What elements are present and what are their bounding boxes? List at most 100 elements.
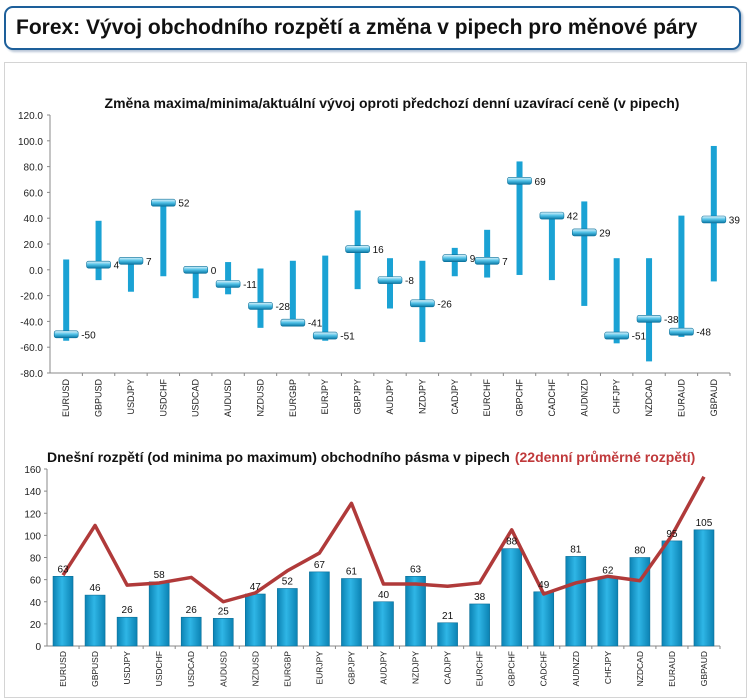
current-marker [151,198,176,207]
current-marker [604,331,629,340]
spread-value-label: 40 [378,590,390,601]
spread-value-label: 95 [666,529,678,540]
x-tick-label: NZDUSD [255,379,265,417]
spread-value-label: 52 [282,576,294,587]
current-value-label: -51 [632,332,647,343]
spread-bar [597,577,619,647]
current-marker [410,299,435,308]
spread-bar [341,578,362,647]
spread-chart-title-highlight: (22denní průměrné rozpětí) [515,449,695,465]
current-marker [118,256,144,265]
spread-value-label: 81 [570,544,582,555]
x-tick-label: NZDJPY [417,379,427,414]
range-bar [63,259,70,341]
x-tick-label: AUDJPY [379,651,389,685]
spread-value-label: 88 [506,537,518,548]
range-bar [646,258,653,362]
spread-value-label: 62 [602,565,614,576]
x-tick-label: GBPUSD [94,379,104,418]
y-tick-label: 0 [35,642,41,653]
spread-bar [469,603,490,647]
current-value-label: 7 [146,257,152,268]
y-tick-label: -60.0 [20,343,43,354]
spread-value-label: 58 [154,570,166,581]
x-tick-label: EURCHF [482,378,492,416]
x-tick-label: USDJPY [122,651,132,685]
current-marker [183,265,209,274]
current-marker [701,215,727,224]
spread-value-label: 21 [442,611,454,622]
y-tick-label: 0.0 [29,266,43,277]
current-value-label: 29 [599,228,611,239]
x-tick-label: CADJPY [443,651,453,685]
spread-value-label: 26 [186,605,198,616]
spread-bar [84,594,106,647]
y-tick-label: 160 [24,465,41,476]
x-tick-label: GBPJPY [346,651,356,685]
current-marker [539,211,565,220]
page-header: Forex: Vývoj obchodního rozpětí a změna … [4,6,741,50]
x-tick-label: GBPUSD [90,651,100,687]
y-tick-label: 80 [30,554,42,565]
y-tick-label: -80.0 [20,369,43,380]
charts-panel [4,62,747,698]
spread-bar [245,593,266,647]
x-tick-label: USDCHF [158,378,168,416]
y-tick-label: 20.0 [24,240,44,251]
range-bar [160,201,167,277]
y-tick-label: 100 [24,531,41,542]
x-tick-label: GBPCHF [515,379,525,417]
spread-bar [373,601,394,647]
range-bar [451,247,458,277]
y-tick-label: 100.0 [18,137,43,148]
x-tick-label: AUDUSD [223,379,233,418]
spread-chart-title: Dnešní rozpětí (od minima po maximum) ob… [47,449,695,465]
x-tick-label: NZDCAD [635,651,645,686]
x-tick-label: CADCHF [547,378,557,416]
x-tick-label: CHFJPY [612,379,622,414]
y-tick-label: -40.0 [20,317,43,328]
range-bar [192,267,199,299]
current-marker [215,280,241,288]
current-marker [442,254,468,262]
current-value-label: -51 [340,332,355,343]
current-value-label: 7 [502,257,508,268]
current-value-label: 4 [114,261,120,272]
spread-value-label: 25 [218,606,230,617]
x-tick-label: USDCAD [186,651,196,687]
x-tick-label: GBPJPY [353,379,363,415]
x-tick-label: GBPCHF [507,651,517,686]
range-bar [95,220,102,281]
spread-bar [52,576,74,647]
x-tick-label: EURUSD [61,379,71,418]
current-marker [280,318,306,327]
spread-bar [661,540,683,647]
range-bar [289,260,296,326]
spread-value-label: 49 [538,580,550,591]
spread-bar [693,529,715,647]
x-tick-label: EURGBP [288,379,298,417]
current-value-label: 39 [729,215,741,226]
x-tick-label: NZDCAD [644,379,654,417]
spread-bar [437,622,458,647]
x-tick-label: GBPAUD [709,379,719,417]
current-marker [669,327,694,336]
x-tick-label: EURCHF [475,651,485,686]
range-chart-title: Změna maxima/minima/aktuální vývoj oprot… [105,95,680,111]
range-bar [225,262,232,295]
x-tick-label: CADCHF [539,651,549,686]
spread-bar [212,618,234,647]
spread-bar [180,616,202,647]
x-tick-label: EURAUD [676,379,686,418]
x-tick-label: NZDUSD [250,651,260,686]
range-bar [127,258,134,292]
current-marker [571,228,597,237]
x-tick-label: EURGBP [282,651,292,687]
avg-22d-line [61,475,706,604]
current-value-label: 69 [535,177,547,188]
current-value-label: -48 [696,328,711,339]
current-value-label: 52 [178,199,190,210]
x-tick-label: EURJPY [320,379,330,415]
current-value-label: -8 [405,276,414,287]
current-value-label: 16 [373,245,385,256]
